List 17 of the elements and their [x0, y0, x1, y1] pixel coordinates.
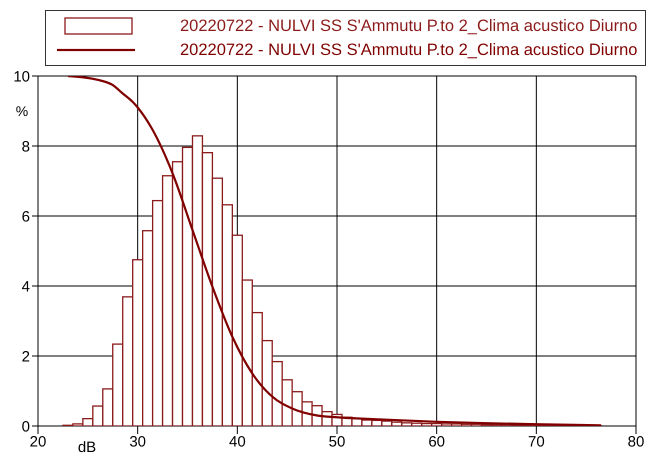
x-tick-label: 80: [628, 434, 644, 451]
y-axis-title: %: [16, 103, 28, 119]
y-tick-label: 4: [22, 278, 30, 296]
x-tick-label: 40: [228, 434, 246, 451]
x-tick-label: 50: [328, 434, 346, 451]
y-tick-label: 6: [22, 208, 30, 226]
x-axis-title: dB: [78, 439, 96, 456]
y-tick-label: 2: [22, 348, 30, 366]
x-tick-label: 60: [428, 434, 446, 451]
x-tick-label: 70: [528, 434, 545, 451]
x-tick-label: 30: [129, 434, 146, 451]
text: 20220722 - NULVI SS S'Ammutu P.to 2_Clima acustico Diurno: [180, 16, 638, 36]
x-tick-label: 20: [30, 434, 46, 451]
y-tick-label: 0: [22, 418, 30, 436]
y-tick-label: 8: [22, 138, 30, 156]
text: 20220722 - NULVI SS S'Ammutu P.to 2_Clima acustico Diurno: [180, 40, 638, 60]
y-tick-label: 10: [13, 68, 30, 86]
